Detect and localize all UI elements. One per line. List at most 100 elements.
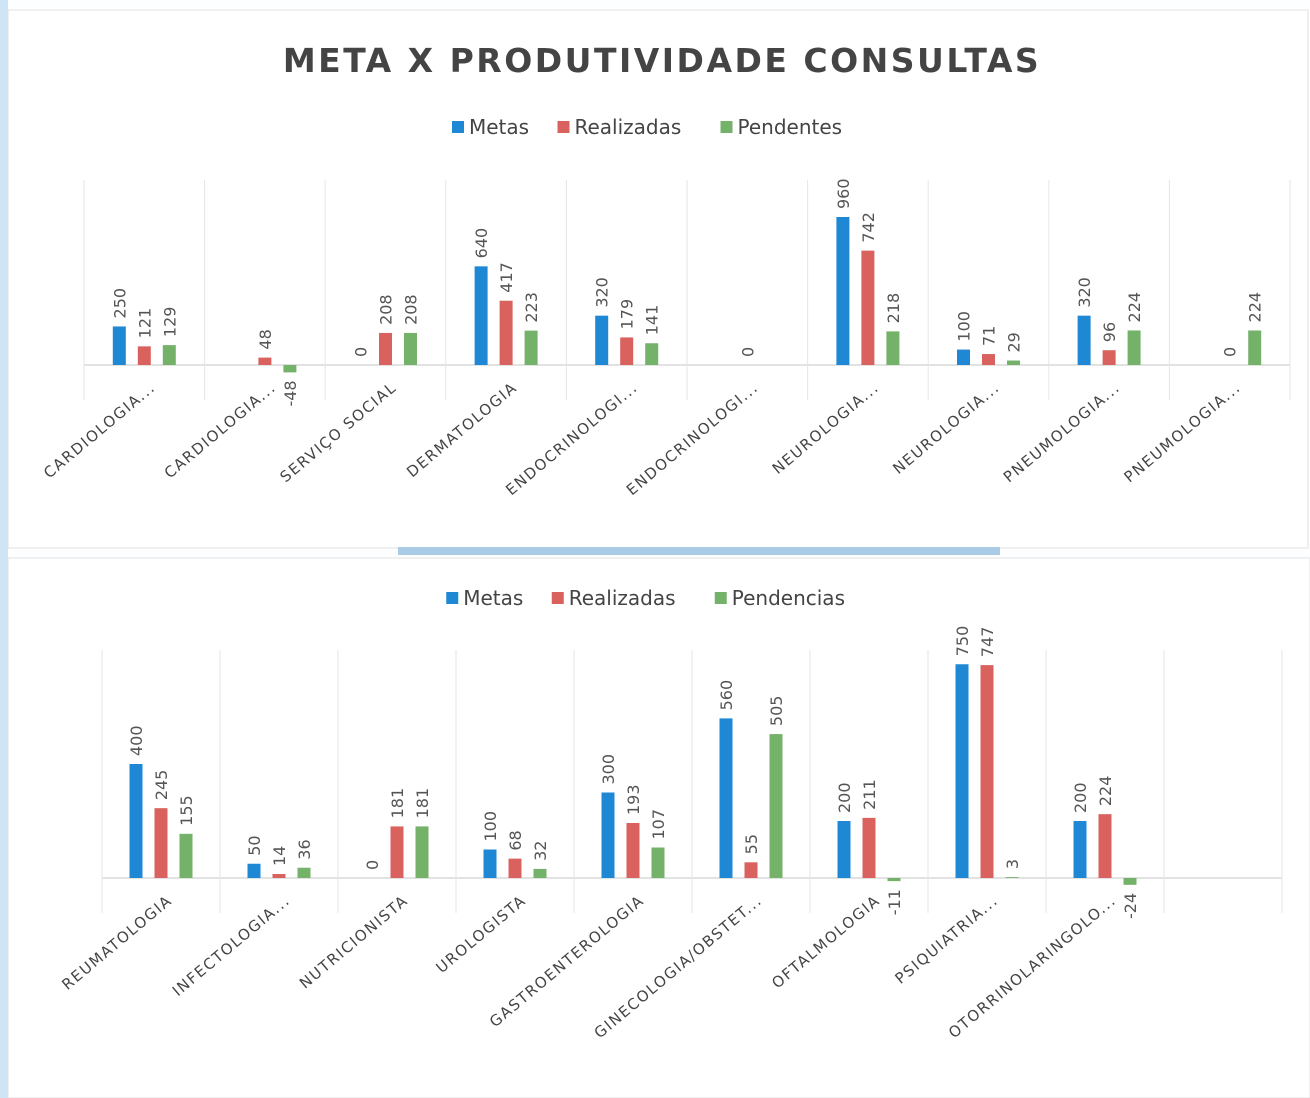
- value-label: 181: [413, 788, 432, 819]
- bar: [769, 734, 783, 878]
- value-label: 300: [599, 754, 618, 785]
- value-label: 179: [618, 299, 637, 330]
- value-label: 36: [295, 839, 314, 859]
- bar: [297, 867, 311, 878]
- value-label: 208: [377, 294, 396, 325]
- value-label: 208: [402, 294, 421, 325]
- bar: [1077, 315, 1091, 365]
- value-label: 747: [978, 627, 997, 658]
- legend-swatch: [714, 592, 727, 604]
- value-label: 742: [859, 212, 878, 243]
- bar: [379, 332, 392, 365]
- value-label: 417: [497, 262, 516, 293]
- value-label: 68: [506, 830, 525, 850]
- bar: [886, 331, 900, 365]
- value-label: 100: [955, 311, 974, 342]
- value-label: 224: [1125, 292, 1144, 323]
- value-label: 400: [127, 725, 146, 756]
- legend-swatch: [452, 121, 464, 133]
- value-label: 32: [531, 841, 550, 861]
- bar: [645, 343, 659, 365]
- bar: [272, 874, 286, 878]
- value-label: -48: [281, 380, 300, 406]
- scan-edge: [0, 0, 8, 1098]
- value-label: 218: [884, 293, 903, 324]
- value-label: 0: [352, 347, 371, 357]
- value-label: 320: [1075, 277, 1094, 308]
- value-label: 960: [834, 178, 853, 209]
- bar: [390, 826, 404, 878]
- legend-swatch: [720, 121, 733, 133]
- value-label: -11: [885, 889, 904, 915]
- bar: [626, 822, 640, 878]
- value-label: 505: [767, 696, 786, 727]
- value-label: 141: [643, 305, 662, 336]
- frame-gap: [398, 547, 1000, 555]
- bar: [404, 332, 417, 365]
- value-label: 560: [717, 680, 736, 711]
- value-label: 0: [1221, 347, 1240, 357]
- chart-frame: [7, 9, 1309, 549]
- value-label: 0: [363, 860, 382, 870]
- legend-label: Metas: [463, 586, 523, 610]
- bar: [154, 808, 168, 878]
- chart-frame: [7, 557, 1310, 1098]
- value-label: 320: [593, 277, 612, 308]
- value-label: 3: [1003, 859, 1022, 869]
- legend-label: Realizadas: [569, 586, 676, 610]
- bar: [524, 330, 538, 365]
- bar: [955, 664, 969, 878]
- value-label: 224: [1096, 776, 1115, 807]
- bar: [137, 346, 151, 365]
- bar: [837, 821, 851, 878]
- bar: [1005, 877, 1019, 878]
- bar: [1248, 330, 1262, 365]
- bar: [162, 345, 176, 365]
- bar: [129, 764, 143, 878]
- bar: [957, 349, 970, 365]
- bar: [862, 817, 876, 878]
- value-label: 155: [177, 795, 196, 826]
- bar: [836, 217, 850, 365]
- value-label: 55: [742, 834, 761, 854]
- bar: [861, 250, 875, 365]
- bar: [1127, 330, 1141, 365]
- value-label: 245: [152, 770, 171, 801]
- value-label: 129: [160, 307, 179, 338]
- value-label: 107: [649, 809, 668, 840]
- value-label: 224: [1246, 292, 1265, 323]
- legend-swatch: [446, 592, 459, 604]
- bar: [499, 300, 513, 365]
- value-label: 71: [980, 326, 999, 346]
- value-label: 96: [1100, 322, 1119, 342]
- value-label: 14: [270, 846, 289, 866]
- bar: [595, 315, 609, 365]
- bar: [620, 337, 634, 365]
- bar: [508, 858, 522, 878]
- value-label: -24: [1121, 893, 1140, 919]
- chart-title: META X PRODUTIVIDADE CONSULTAS: [283, 41, 1041, 80]
- bar: [1073, 821, 1087, 878]
- bar: [533, 868, 547, 878]
- bar: [179, 833, 193, 878]
- bar: [1098, 814, 1112, 878]
- legend-label: Pendencias: [732, 586, 845, 610]
- value-label: 211: [860, 779, 879, 810]
- value-label: 48: [256, 329, 275, 349]
- value-label: 200: [1071, 782, 1090, 813]
- value-label: 193: [624, 784, 643, 815]
- value-label: 50: [245, 835, 264, 855]
- value-label: 640: [472, 228, 491, 259]
- bar: [247, 863, 261, 878]
- value-label: 181: [388, 788, 407, 819]
- value-label: 29: [1005, 332, 1024, 352]
- bar: [283, 365, 297, 373]
- legend-swatch: [557, 121, 570, 133]
- bar: [601, 792, 615, 878]
- bar: [887, 878, 901, 882]
- bar: [415, 826, 429, 878]
- legend-label: Pendentes: [738, 115, 843, 139]
- value-label: 750: [953, 626, 972, 657]
- value-label: 0: [738, 347, 757, 357]
